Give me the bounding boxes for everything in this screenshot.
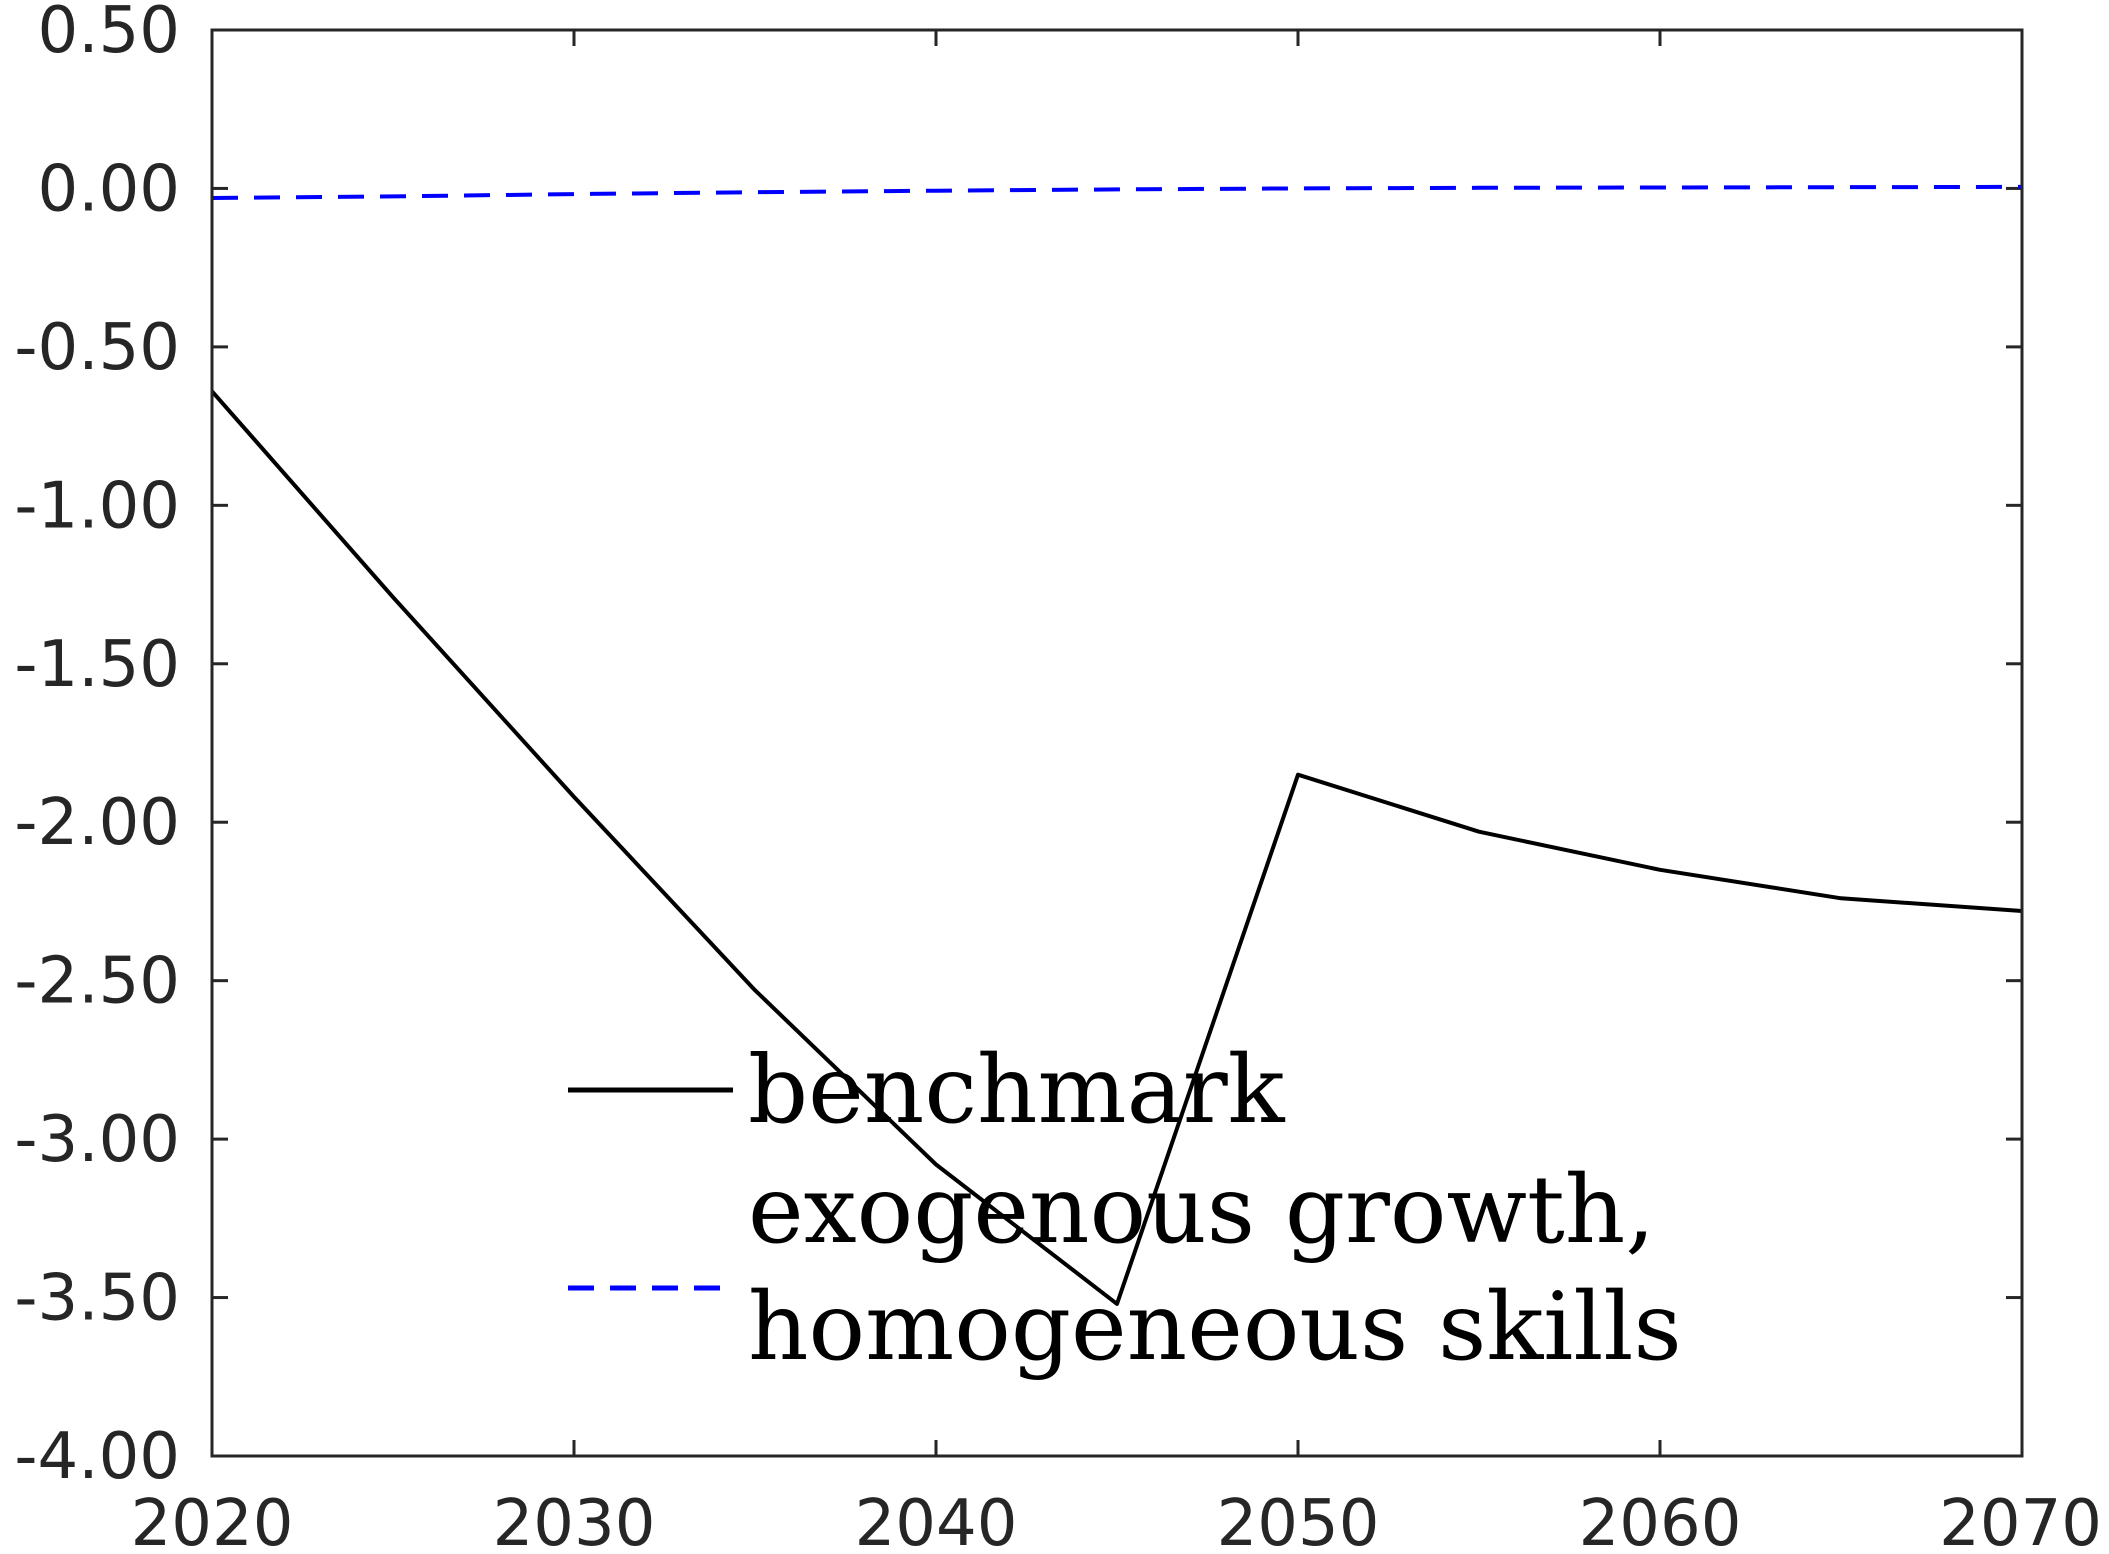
y-tick-label: -0.50 [14,311,180,385]
y-tick-label: -3.00 [14,1103,180,1177]
legend: benchmark exogenous growth,homogeneous sk… [568,1036,1682,1382]
legend-label: exogenous growth, [748,1156,1655,1265]
x-tick-label: 2020 [131,1487,294,1554]
series-line-benchmark [210,389,2023,1306]
y-tick-label: -3.50 [14,1262,180,1336]
x-tick-label: 2040 [855,1487,1018,1554]
series-line-exogenous-growth [211,184,2023,200]
y-tick-label: 0.00 [38,152,181,226]
tick-marks [210,28,2024,1458]
y-tick-label: -1.50 [14,628,180,702]
plot-frame [210,28,2024,1458]
legend-label: benchmark [748,1036,1286,1145]
y-tick-label: 0.50 [38,0,181,68]
y-tick-label: -2.50 [14,945,180,1019]
x-tick-labels: 2020 2030 2040 2050 2060 2070 [131,1487,2102,1554]
y-tick-labels: 0.50 0.00 -0.50 -1.00 -1.50 -2.00 -2.50 -3.00 -3… [14,0,180,1494]
x-tick-label: 2050 [1217,1487,1380,1554]
y-tick-label: -4.00 [14,1420,180,1494]
x-tick-label: 2070 [1939,1487,2102,1554]
legend-label: homogeneous skills [748,1273,1682,1382]
x-tick-label: 2060 [1579,1487,1742,1554]
y-tick-label: -2.00 [14,786,180,860]
y-tick-label: -1.00 [14,469,180,543]
x-tick-label: 2030 [493,1487,656,1554]
series-lines [210,184,2023,1306]
